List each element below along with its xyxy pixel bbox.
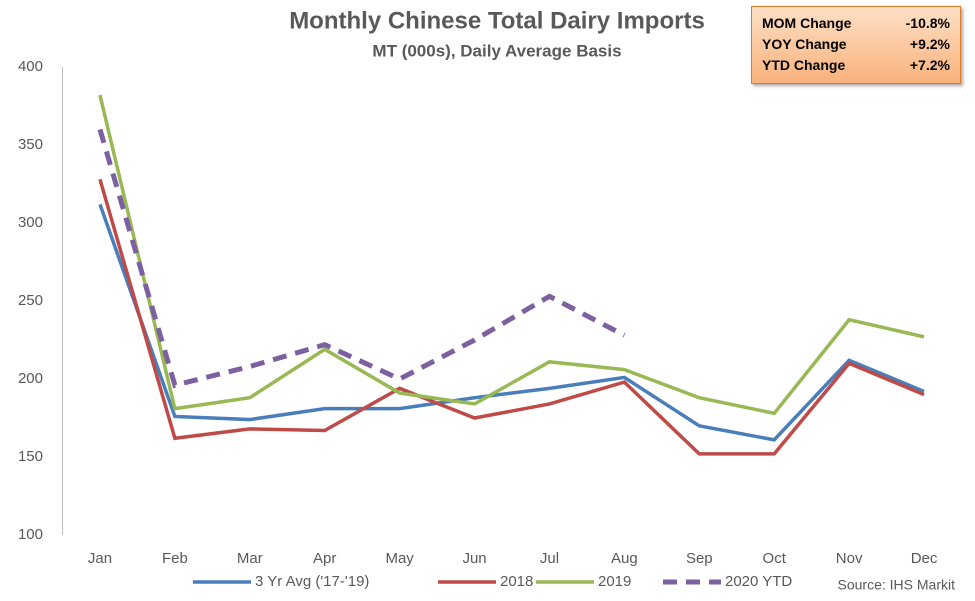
- x-tick-label: Oct: [763, 550, 787, 567]
- x-tick-label: Jun: [462, 550, 486, 567]
- source: Source: IHS Markit: [838, 577, 956, 593]
- summary-value: -10.8%: [905, 15, 950, 31]
- x-tick-label: Nov: [836, 550, 863, 567]
- summary-value: +9.2%: [909, 36, 950, 52]
- series-line: [97, 128, 626, 389]
- x-tick-label: Jan: [88, 550, 112, 567]
- summary-label: YTD Change: [762, 57, 846, 73]
- x-tick-label: Dec: [911, 550, 938, 567]
- y-tick-label: 350: [18, 136, 43, 153]
- summary-box: MOM Change -10.8% YOY Change +9.2% YTD Chang…: [751, 6, 961, 84]
- summary-row: MOM Change -10.8%: [762, 13, 950, 34]
- summary-value: +7.2%: [909, 57, 950, 73]
- summary-label: YOY Change: [762, 36, 847, 52]
- y-tick-label: 250: [18, 292, 43, 309]
- legend-label: 2018: [500, 573, 533, 590]
- y-tick-label: 300: [18, 214, 43, 231]
- y-tick-label: 400: [18, 58, 43, 75]
- y-tick-label: 200: [18, 370, 43, 387]
- x-tick-label: Sep: [686, 550, 713, 567]
- legend-label: 2019: [598, 573, 631, 590]
- series-line: [98, 94, 925, 416]
- x-tick-label: Aug: [611, 550, 638, 567]
- series-line: [98, 203, 925, 442]
- chart-title: Monthly Chinese Total Dairy Imports: [289, 7, 705, 34]
- x-tick-label: May: [385, 550, 414, 567]
- x-tick-label: Mar: [237, 550, 263, 567]
- x-tick-label: Apr: [313, 550, 336, 567]
- y-tick-label: 150: [18, 448, 43, 465]
- x-tick-label: Feb: [162, 550, 188, 567]
- summary-row: YOY Change +9.2%: [762, 34, 950, 55]
- chart-subtitle: MT (000s), Daily Average Basis: [372, 41, 621, 60]
- summary-row: YTD Change +7.2%: [762, 55, 950, 76]
- legend-label: 2020 YTD: [725, 573, 792, 590]
- series-line: [98, 178, 925, 456]
- y-tick-label: 100: [18, 526, 43, 543]
- x-tick-label: Jul: [540, 550, 559, 567]
- summary-label: MOM Change: [762, 15, 852, 31]
- legend-label: 3 Yr Avg ('17-'19): [255, 573, 369, 590]
